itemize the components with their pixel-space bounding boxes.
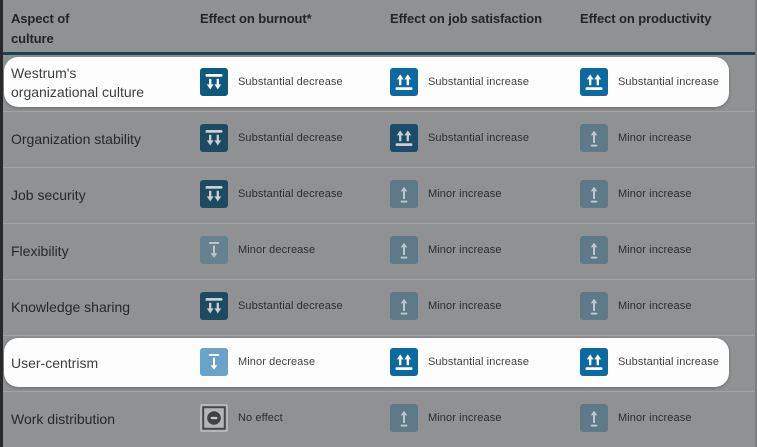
column-header-effect-on-job-satisfaction: Effect on job satisfaction <box>390 11 542 26</box>
row-highlight-card <box>4 57 729 107</box>
no-effect-icon <box>200 404 228 432</box>
substantial-increase-icon <box>390 124 418 152</box>
row-label: Organization stability <box>11 131 141 147</box>
effect-chip-job-satisfaction: Substantial increase <box>390 124 529 152</box>
effect-chip-label: Minor increase <box>618 244 692 256</box>
substantial-increase-icon <box>390 348 418 376</box>
effect-chip-label: Substantial decrease <box>238 75 343 88</box>
effect-chip-label: Minor decrease <box>238 356 316 368</box>
column-header-effect-on-burnout: Effect on burnout* <box>200 11 312 26</box>
table-row: Westrum's organizational culture Substan… <box>0 55 757 111</box>
effect-chip-label: Minor increase <box>618 300 692 312</box>
row-label: Flexibility <box>11 243 69 259</box>
minor-increase-icon <box>580 124 608 152</box>
effect-chip-job-satisfaction: Minor increase <box>390 236 502 264</box>
substantial-decrease-icon <box>200 67 228 96</box>
table-row: Organization stability Substantial decre… <box>0 111 757 167</box>
minor-increase-icon <box>580 180 608 208</box>
minor-increase-icon <box>390 180 418 208</box>
substantial-increase-icon <box>580 348 608 376</box>
minor-increase-icon <box>390 292 418 320</box>
effect-chip-burnout: Minor decrease <box>200 348 315 376</box>
table-row: Flexibility Minor decrease Minor increas… <box>0 223 757 279</box>
effect-chip-label: Minor increase <box>428 188 502 200</box>
table-row: User-centrism Minor decrease Substantial… <box>0 335 757 391</box>
effect-chip-label: Substantial decrease <box>238 132 343 144</box>
effect-chip-label: Minor increase <box>618 188 692 200</box>
page-left-edge <box>0 0 3 447</box>
effect-chip-label: Substantial decrease <box>238 300 343 312</box>
effect-chip-job-satisfaction: Minor increase <box>390 180 502 208</box>
effect-chip-productivity: Substantial increase <box>580 348 719 376</box>
effect-chip-burnout: Substantial decrease <box>200 67 343 96</box>
minor-decrease-icon <box>200 236 228 264</box>
effect-chip-burnout: Substantial decrease <box>200 180 343 208</box>
effect-chip-productivity: Minor increase <box>580 180 692 208</box>
effect-chip-productivity: Minor increase <box>580 404 692 432</box>
minor-increase-icon <box>390 404 418 432</box>
substantial-increase-icon <box>390 67 418 96</box>
effect-chip-label: Minor increase <box>618 412 692 424</box>
effect-chip-label: Minor increase <box>428 244 502 256</box>
effect-chip-label: Substantial increase <box>428 75 530 88</box>
substantial-decrease-icon <box>200 292 228 320</box>
table-row: Work distribution No effect Minor increa… <box>0 391 757 447</box>
minor-increase-icon <box>580 236 608 264</box>
effect-chip-label: Substantial increase <box>618 356 720 368</box>
effect-chip-burnout: No effect <box>200 404 283 432</box>
effect-chip-job-satisfaction: Substantial increase <box>390 67 530 96</box>
effect-chip-label: Substantial increase <box>428 356 530 368</box>
row-label: Westrum's organizational culture <box>11 65 145 100</box>
effect-chip-label: No effect <box>238 412 283 424</box>
effect-chip-label: Substantial increase <box>428 132 530 144</box>
minor-increase-icon <box>580 404 608 432</box>
row-label: Work distribution <box>11 411 116 427</box>
effect-chip-job-satisfaction: Minor increase <box>390 404 502 432</box>
table-header: Aspect of culture Effect on burnout* Eff… <box>0 0 757 55</box>
column-header-effect-on-productivity: Effect on productivity <box>580 11 712 26</box>
effect-chip-burnout: Minor decrease <box>200 236 315 264</box>
minor-increase-icon <box>580 292 608 320</box>
effect-chip-burnout: Substantial decrease <box>200 124 343 152</box>
minor-increase-icon <box>390 236 418 264</box>
effect-chip-label: Minor increase <box>428 412 502 424</box>
table-row: Knowledge sharing Substantial decrease M… <box>0 279 757 335</box>
table-row: Job security Substantial decrease Minor … <box>0 167 757 223</box>
row-highlight-card <box>4 338 729 387</box>
substantial-increase-icon <box>580 67 608 96</box>
table-body: Westrum's organizational culture Substan… <box>0 55 757 447</box>
effect-chip-burnout: Substantial decrease <box>200 292 343 320</box>
column-header-aspect-of-culture: Aspect of culture <box>11 11 70 46</box>
effect-chip-productivity: Minor increase <box>580 292 692 320</box>
effect-chip-label: Substantial decrease <box>238 188 343 200</box>
effect-chip-productivity: Substantial increase <box>580 67 720 96</box>
row-label: User-centrism <box>11 355 99 371</box>
effect-chip-label: Minor increase <box>618 132 692 144</box>
effect-chip-label: Minor decrease <box>238 244 316 256</box>
row-label: Knowledge sharing <box>11 299 131 315</box>
effect-chip-label: Substantial increase <box>618 75 720 88</box>
substantial-decrease-icon <box>200 180 228 208</box>
effect-chip-job-satisfaction: Minor increase <box>390 292 502 320</box>
row-label: Job security <box>11 187 86 203</box>
effect-chip-label: Minor increase <box>428 300 502 312</box>
substantial-decrease-icon <box>200 124 228 152</box>
effect-chip-productivity: Minor increase <box>580 236 692 264</box>
effect-chip-job-satisfaction: Substantial increase <box>390 348 529 376</box>
effect-chip-productivity: Minor increase <box>580 124 692 152</box>
minor-decrease-icon <box>200 348 228 376</box>
page-right-edge <box>755 0 757 447</box>
